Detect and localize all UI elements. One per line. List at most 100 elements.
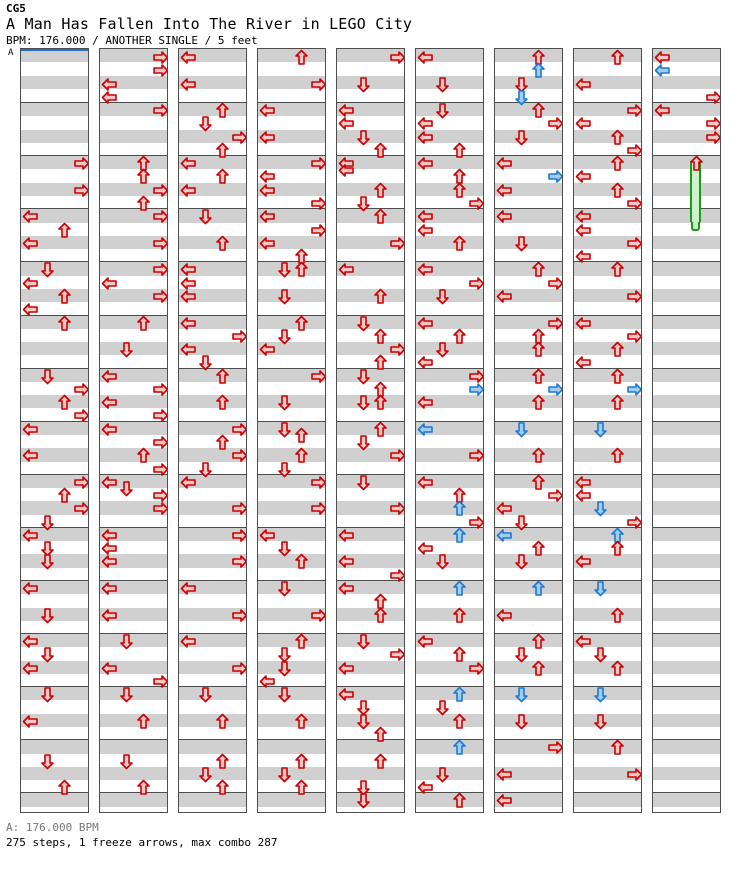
beat-row [100, 713, 167, 727]
beat-row [258, 660, 325, 674]
beat-row [653, 262, 720, 276]
stepchart-canvas[interactable]: A [0, 46, 752, 816]
beat-row [653, 342, 720, 356]
beat-row [337, 249, 404, 263]
measure [258, 633, 325, 688]
beat-row [574, 541, 641, 555]
beat-row [100, 62, 167, 76]
beat-row [179, 62, 246, 76]
beat-row [653, 594, 720, 608]
measure [100, 686, 167, 741]
beat-row [21, 687, 88, 701]
beat-row [653, 302, 720, 316]
beat-row [21, 740, 88, 754]
beat-row [21, 448, 88, 462]
beat-row [21, 408, 88, 422]
beat-row [416, 554, 483, 568]
beat-row [258, 142, 325, 157]
measure [100, 633, 167, 688]
beat-row [574, 209, 641, 223]
beat-row [416, 116, 483, 130]
beat-row [574, 527, 641, 542]
beat-row [653, 355, 720, 369]
measure [495, 261, 562, 316]
measure [416, 49, 483, 103]
measure-column-1[interactable] [99, 48, 168, 813]
measure-column-0[interactable] [20, 48, 89, 813]
measure [337, 473, 404, 528]
beat-row [258, 780, 325, 794]
beat-row [179, 288, 246, 303]
beat-row [100, 196, 167, 210]
beat-row [574, 448, 641, 462]
beat-row [495, 434, 562, 449]
beat-row [495, 169, 562, 183]
beat-row [653, 381, 720, 396]
beat-row [100, 488, 167, 502]
beat-row [653, 766, 720, 781]
beat-row [21, 766, 88, 781]
measure-column-2[interactable] [178, 48, 247, 813]
measure [337, 633, 404, 688]
beat-row [100, 328, 167, 343]
beat-row [495, 501, 562, 515]
measure-column-4[interactable] [336, 48, 405, 813]
beat-row [337, 727, 404, 741]
beat-row [416, 673, 483, 688]
beat-row [100, 793, 167, 807]
beat-row [258, 673, 325, 688]
beat-row [495, 647, 562, 661]
measure [574, 686, 641, 741]
beat-row [179, 740, 246, 754]
beat-row [21, 753, 88, 767]
beat-row [258, 727, 325, 741]
measure [337, 792, 404, 812]
beat-row [100, 514, 167, 528]
beat-row [100, 262, 167, 276]
beat-row [337, 381, 404, 396]
beat-row [495, 302, 562, 316]
beat-row [337, 315, 404, 329]
measure-column-6[interactable] [494, 48, 563, 813]
beat-row [258, 169, 325, 183]
beat-row [258, 222, 325, 236]
song-title: A Man Has Fallen Into The River in LEGO … [6, 15, 413, 33]
measure [179, 526, 246, 581]
beat-row [21, 594, 88, 608]
measure-column-8[interactable] [652, 48, 721, 813]
beat-row [100, 634, 167, 648]
beat-row [495, 142, 562, 157]
freeze-tail-cap [691, 221, 700, 231]
measure [495, 792, 562, 812]
measure-column-7[interactable] [573, 48, 642, 813]
beat-row [337, 660, 404, 674]
beat-row [416, 594, 483, 608]
beat-row [337, 793, 404, 807]
measure [21, 102, 88, 157]
beat-row [100, 687, 167, 701]
beat-row [574, 581, 641, 595]
beat-row [495, 368, 562, 382]
measure [179, 792, 246, 812]
beat-row [416, 567, 483, 581]
measure-column-3[interactable] [257, 48, 326, 813]
beat-row [100, 673, 167, 688]
beat-row [416, 514, 483, 528]
beat-row [653, 275, 720, 289]
beat-row [495, 554, 562, 568]
beat-row [100, 209, 167, 223]
beat-row [495, 235, 562, 250]
beat-row [258, 275, 325, 289]
beat-row [337, 129, 404, 143]
beat-row [495, 421, 562, 435]
beat-row [495, 713, 562, 727]
beat-row [574, 222, 641, 236]
measure [653, 580, 720, 635]
measure-column-5[interactable] [415, 48, 484, 813]
beat-row [21, 780, 88, 794]
measure [337, 420, 404, 475]
beat-row [495, 288, 562, 303]
beat-row [653, 288, 720, 303]
beat-row [495, 275, 562, 289]
measure [574, 580, 641, 635]
